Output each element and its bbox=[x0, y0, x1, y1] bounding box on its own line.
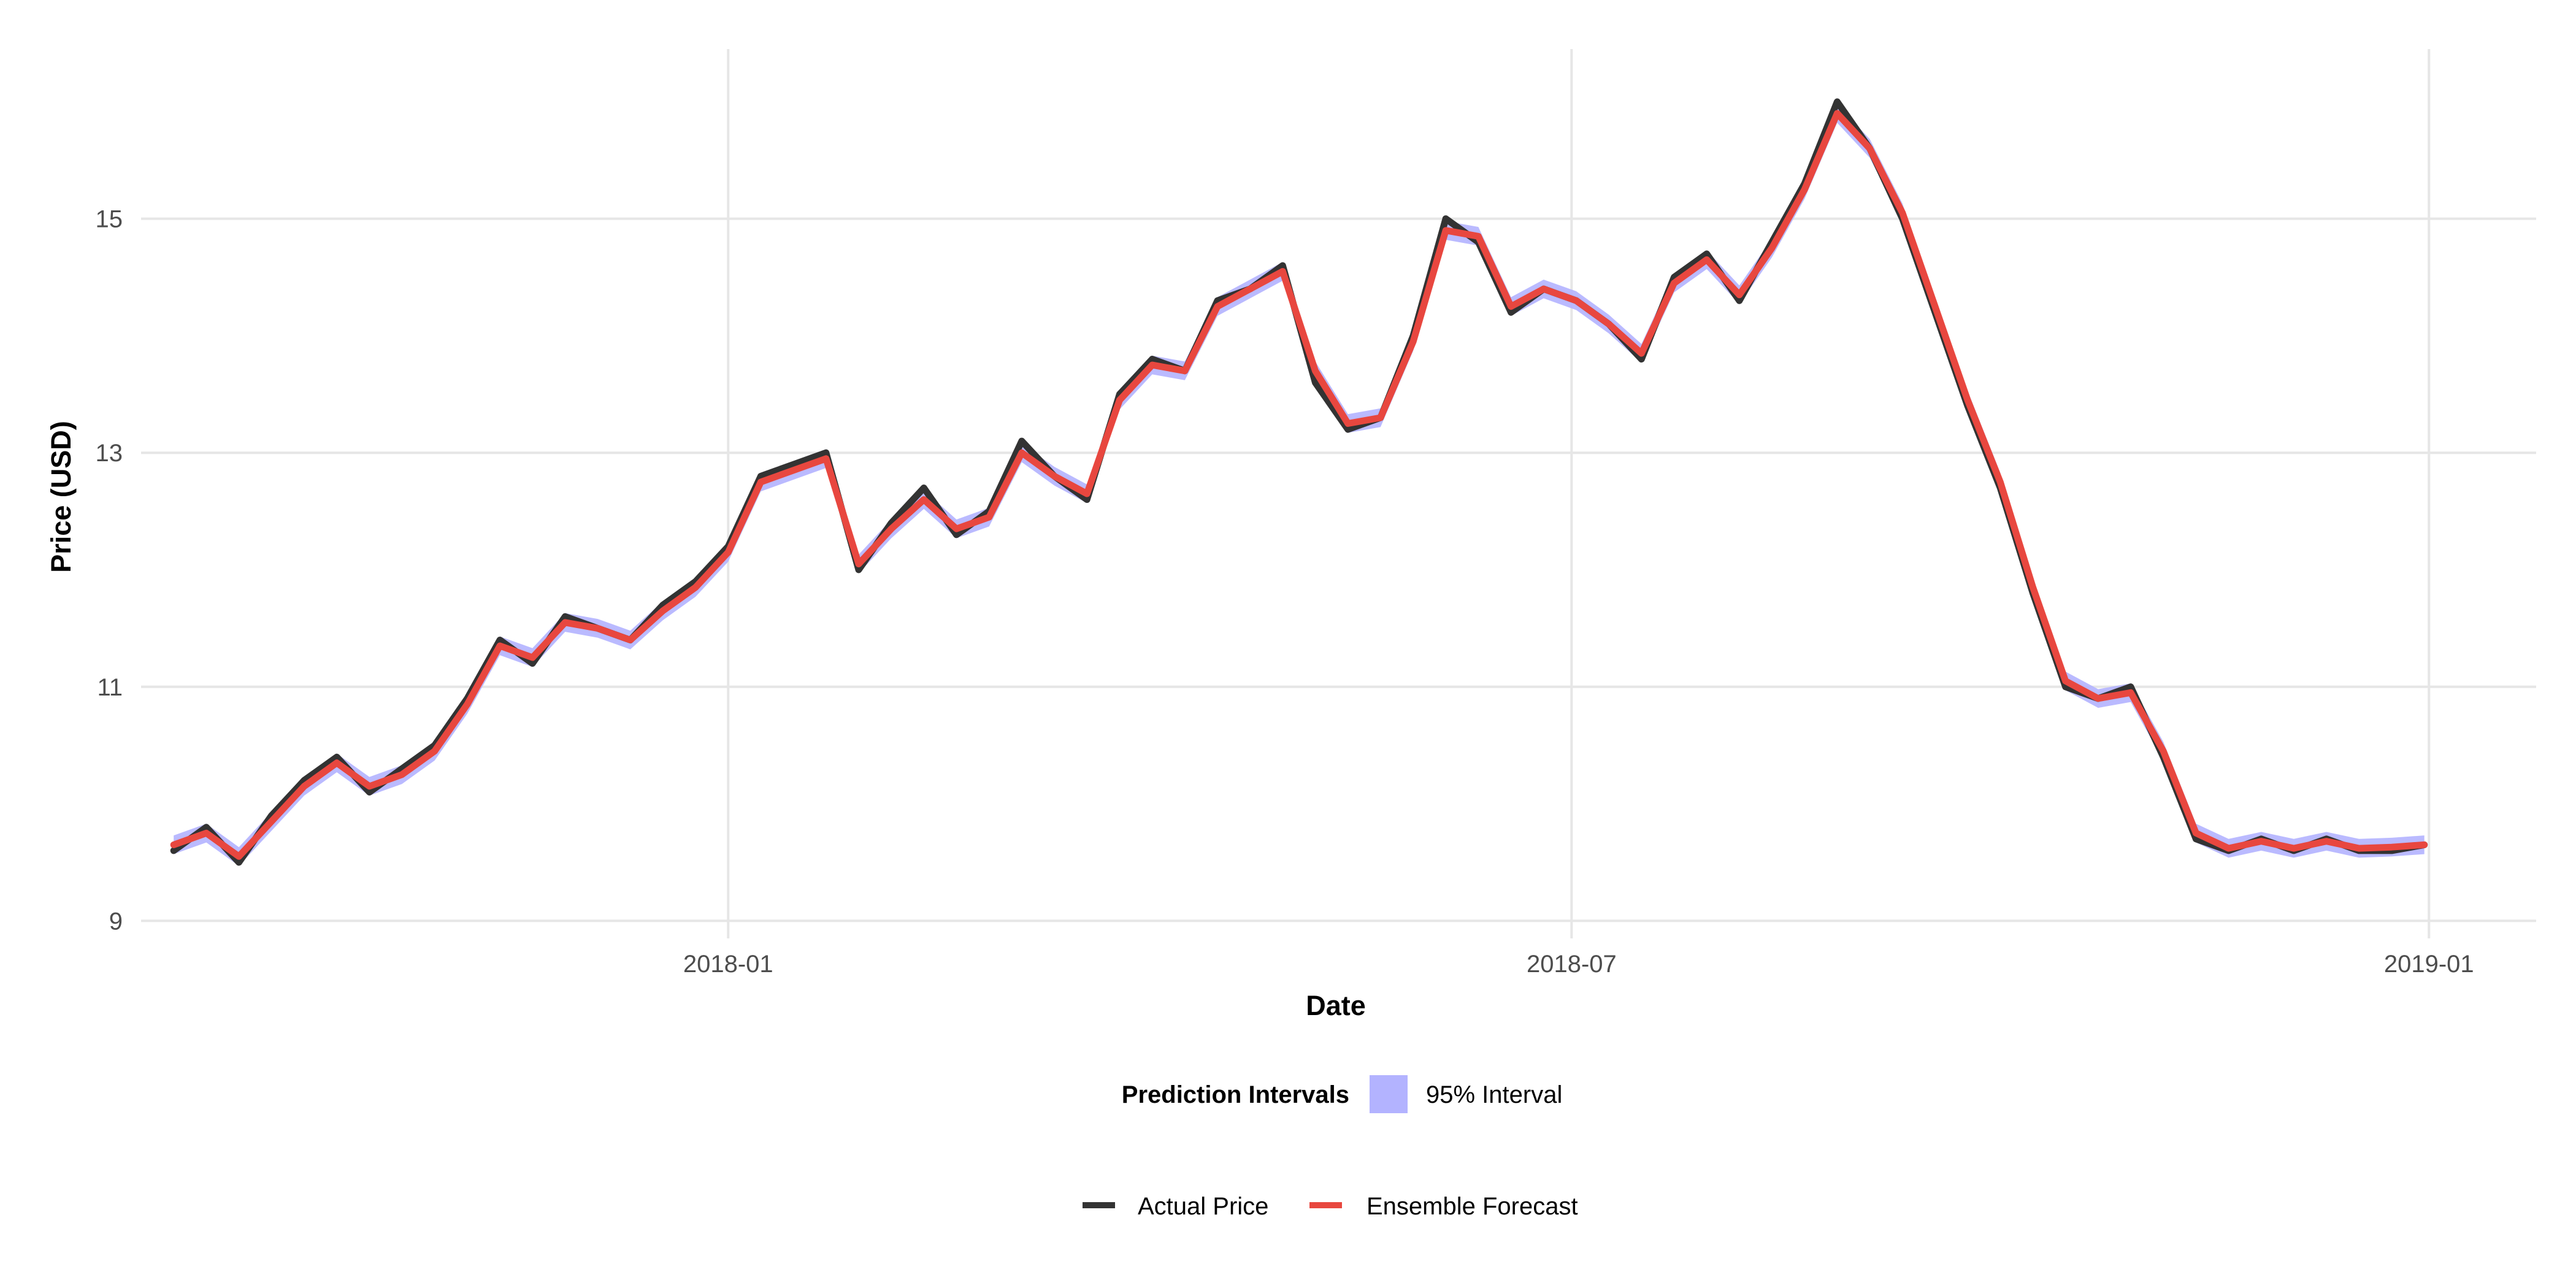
interval-legend-label: 95% Interval bbox=[1426, 1081, 1562, 1108]
y-axis-title: Price (USD) bbox=[45, 421, 77, 573]
interval-legend: Prediction Intervals 95% Interval bbox=[1122, 1075, 1562, 1113]
interval-legend-title: Prediction Intervals bbox=[1122, 1081, 1349, 1108]
series-line-actual bbox=[170, 98, 2428, 866]
grid-layer bbox=[141, 49, 2536, 938]
x-tick-label: 2018-07 bbox=[1527, 951, 1617, 978]
series-layer bbox=[170, 98, 2428, 866]
y-tick-label: 13 bbox=[96, 440, 123, 467]
legend-label-actual: Actual Price bbox=[1138, 1193, 1268, 1220]
series-line-forecast bbox=[170, 110, 2428, 860]
x-tick-label: 2019-01 bbox=[2384, 951, 2474, 978]
x-tick-label: 2018-01 bbox=[683, 951, 773, 978]
y-tick-label: 9 bbox=[109, 908, 123, 935]
x-axis-title: Date bbox=[1306, 990, 1366, 1021]
line-legend: Actual Price Ensemble Forecast bbox=[1083, 1193, 1578, 1220]
legend-label-forecast: Ensemble Forecast bbox=[1367, 1193, 1578, 1220]
axis-layer: 9 11 13 15 2018-01 2018-07 2019-01 bbox=[96, 206, 2474, 978]
y-tick-label: 11 bbox=[97, 674, 123, 701]
interval-legend-key bbox=[1370, 1075, 1408, 1113]
y-tick-label: 15 bbox=[96, 206, 123, 233]
